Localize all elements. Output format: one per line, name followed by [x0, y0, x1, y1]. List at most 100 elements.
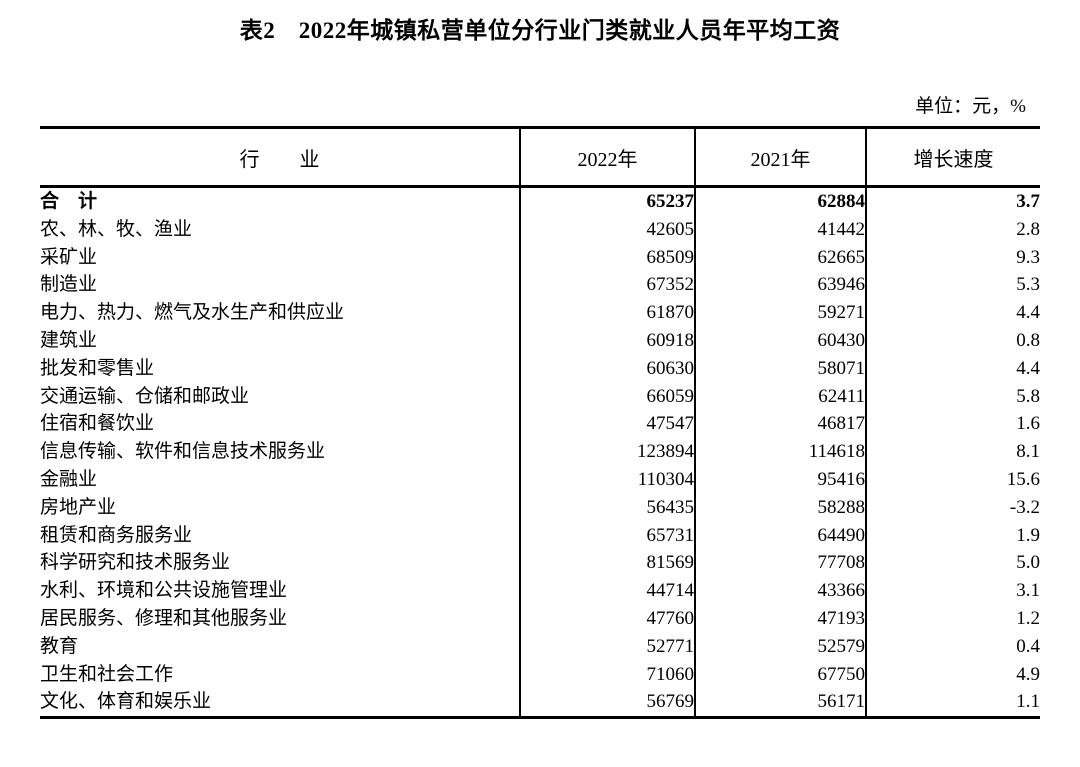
value-2021-cell: 59271: [694, 299, 866, 327]
value-2021-cell: 95416: [694, 465, 866, 494]
industry-cell: 采矿业: [40, 246, 98, 268]
growth-rate-cell: 15.6: [865, 465, 1040, 494]
table-row: 卫生和社会工作 71060 67750 4.9: [40, 660, 1040, 689]
table-row: 交通运输、仓储和邮政业 66059 62411 5.8: [40, 382, 1040, 411]
growth-rate-cell: 0.4: [865, 632, 1040, 661]
table-row: 采矿业 68509 62665 9.3: [40, 243, 1040, 272]
growth-rate-cell: 4.4: [865, 354, 1040, 383]
growth-rate-cell: 4.4: [865, 299, 1040, 327]
value-2021-cell: 58288: [694, 493, 866, 522]
value-2022-cell: 71060: [519, 660, 695, 689]
industry-cell: 卫生和社会工作: [40, 663, 174, 685]
value-2021-cell: 77708: [694, 549, 866, 578]
value-2021-cell: 47193: [694, 604, 866, 633]
table-row: 建筑业 60918 60430 0.8: [40, 326, 1040, 355]
growth-rate-cell: 1.9: [865, 521, 1040, 550]
industry-cell: 农、林、牧、渔业: [40, 218, 193, 240]
growth-rate-cell: 3.1: [865, 577, 1040, 605]
value-2021-cell: 64490: [694, 521, 866, 550]
industry-cell: 制造业: [40, 274, 98, 296]
value-2021-cell: 67750: [694, 660, 866, 689]
value-2021-cell: 52579: [694, 632, 866, 661]
table-row: 制造业 67352 63946 5.3: [40, 271, 1040, 300]
industry-cell: 合 计: [40, 191, 98, 212]
table-row: 水利、环境和公共设施管理业 44714 43366 3.1: [40, 577, 1040, 605]
industry-cell: 科学研究和技术服务业: [40, 552, 231, 574]
growth-rate-cell: 8.1: [865, 438, 1040, 466]
value-2021-cell: 43366: [694, 577, 866, 605]
value-2021-cell: 62665: [694, 243, 866, 272]
table-row: 居民服务、修理和其他服务业 47760 47193 1.2: [40, 604, 1040, 633]
value-2022-cell: 56435: [519, 493, 695, 522]
value-2022-cell: 47547: [519, 410, 695, 439]
growth-rate-cell: 5.8: [865, 382, 1040, 411]
value-2022-cell: 60630: [519, 354, 695, 383]
value-2022-cell: 67352: [519, 271, 695, 300]
growth-rate-cell: 3.7: [865, 186, 1040, 216]
value-2022-cell: 65731: [519, 521, 695, 550]
industry-cell: 交通运输、仓储和邮政业: [40, 385, 250, 407]
industry-cell: 电力、热力、燃气及水生产和供应业: [40, 302, 345, 324]
table-row: 房地产业 56435 58288 -3.2: [40, 493, 1040, 522]
value-2021-cell: 58071: [694, 354, 866, 383]
table-row: 农、林、牧、渔业 42605 41442 2.8: [40, 215, 1040, 244]
value-2022-cell: 42605: [519, 215, 695, 244]
growth-rate-cell: 2.8: [865, 215, 1040, 244]
table-row: 合 计 65237 62884 3.7: [40, 186, 1040, 216]
table-row: 文化、体育和娱乐业 56769 56171 1.1: [40, 688, 1040, 720]
growth-rate-cell: 4.9: [865, 660, 1040, 689]
growth-rate-cell: 1.1: [865, 688, 1040, 720]
industry-cell: 房地产业: [40, 496, 117, 518]
table-header-row: 行 业 2022年 2021年 增长速度: [40, 126, 1040, 188]
table-body: 合 计 65237 62884 3.7 农、林、牧、渔业 42605 41442…: [40, 186, 1040, 720]
industry-cell: 金融业: [40, 468, 98, 490]
value-2022-cell: 61870: [519, 299, 695, 327]
value-2021-cell: 46817: [694, 410, 866, 439]
table-row: 教育 52771 52579 0.4: [40, 632, 1040, 661]
wage-table: 行 业 2022年 2021年 增长速度 合 计 65237 62884 3.7…: [40, 126, 1040, 720]
industry-cell: 建筑业: [40, 329, 98, 351]
industry-cell: 住宿和餐饮业: [40, 413, 155, 435]
value-2021-cell: 56171: [694, 688, 866, 720]
value-2022-cell: 60918: [519, 326, 695, 355]
value-2022-cell: 66059: [519, 382, 695, 411]
table-row: 科学研究和技术服务业 81569 77708 5.0: [40, 549, 1040, 578]
industry-cell: 文化、体育和娱乐业: [40, 688, 520, 720]
page-title: 表2 2022年城镇私营单位分行业门类就业人员年平均工资: [239, 18, 841, 43]
industry-cell: 租赁和商务服务业: [40, 524, 193, 546]
table-row: 电力、热力、燃气及水生产和供应业 61870 59271 4.4: [40, 299, 1040, 327]
growth-rate-cell: 1.2: [865, 604, 1040, 633]
column-header-2021: 2021年: [694, 126, 866, 188]
value-2022-cell: 47760: [519, 604, 695, 633]
value-2022-cell: 56769: [519, 688, 695, 720]
unit-note: 单位：元，%: [915, 96, 1026, 117]
growth-rate-cell: 1.6: [865, 410, 1040, 439]
value-2021-cell: 62884: [694, 186, 866, 216]
value-2021-cell: 41442: [694, 215, 866, 244]
table-row: 批发和零售业 60630 58071 4.4: [40, 354, 1040, 383]
value-2022-cell: 110304: [519, 465, 695, 494]
growth-rate-cell: 5.3: [865, 271, 1040, 300]
value-2021-cell: 114618: [694, 438, 866, 466]
value-2022-cell: 81569: [519, 549, 695, 578]
growth-rate-cell: 0.8: [865, 326, 1040, 355]
growth-rate-cell: 5.0: [865, 549, 1040, 578]
industry-cell: 批发和零售业: [40, 357, 155, 379]
column-header-growth: 增长速度: [865, 126, 1040, 188]
table-row: 信息传输、软件和信息技术服务业 123894 114618 8.1: [40, 438, 1040, 466]
value-2021-cell: 62411: [694, 382, 866, 411]
value-2022-cell: 123894: [519, 438, 695, 466]
industry-cell: 教育: [40, 635, 79, 657]
industry-cell: 水利、环境和公共设施管理业: [40, 580, 288, 602]
value-2021-cell: 60430: [694, 326, 866, 355]
value-2022-cell: 65237: [519, 186, 695, 216]
table-row: 住宿和餐饮业 47547 46817 1.6: [40, 410, 1040, 439]
value-2021-cell: 63946: [694, 271, 866, 300]
table-row: 租赁和商务服务业 65731 64490 1.9: [40, 521, 1040, 550]
value-2022-cell: 52771: [519, 632, 695, 661]
growth-rate-cell: 9.3: [865, 243, 1040, 272]
industry-cell: 居民服务、修理和其他服务业: [40, 607, 288, 629]
growth-rate-cell: -3.2: [865, 493, 1040, 522]
value-2022-cell: 44714: [519, 577, 695, 605]
